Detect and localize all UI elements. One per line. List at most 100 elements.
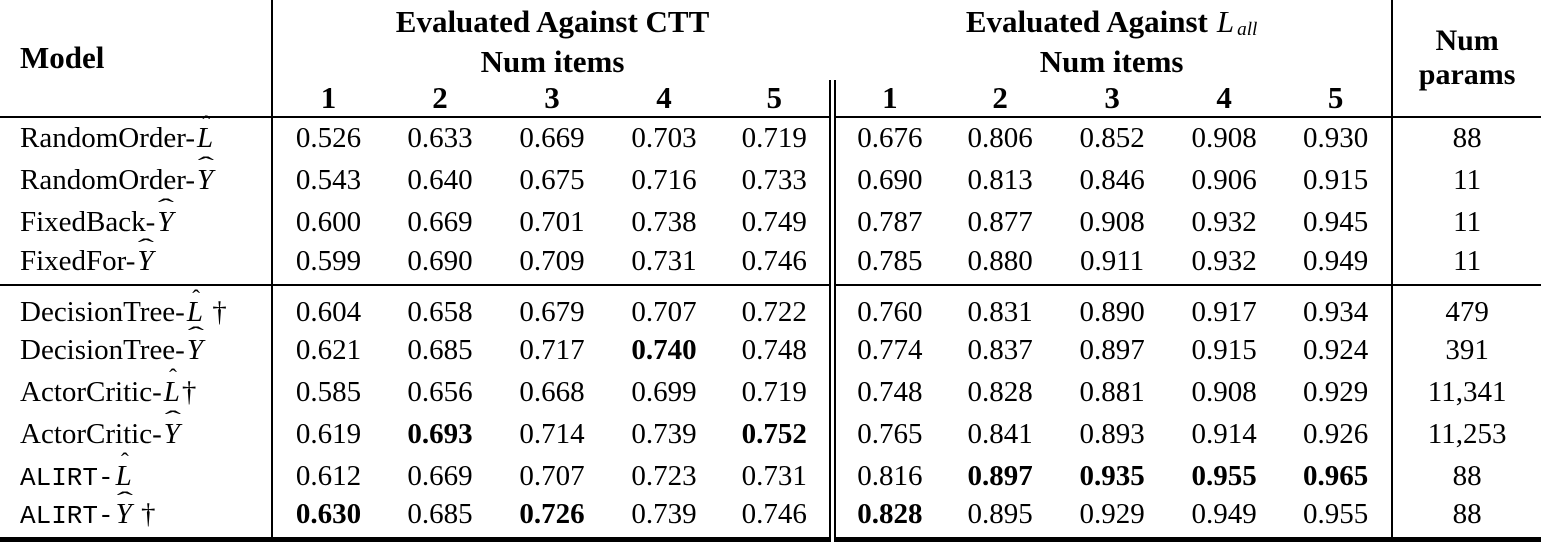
lall-score-cell: 0.880	[944, 243, 1057, 286]
ctt-score-cell: 0.703	[631, 122, 697, 154]
ctt-score-cell: 0.690	[384, 243, 496, 286]
ctt-score-cell: 0.619	[295, 417, 362, 450]
table-body: RandomOrder- ˆ L 0.526 0.633 0.669 0.703 0.719 0…	[0, 113, 1541, 542]
hat-icon: ˆ	[164, 407, 181, 434]
table-row: FixedFor- ˆ Y 0.599 0.690 0.709 0.731 0.746 0.78…	[0, 236, 1541, 286]
ctt-score-cell: 0.675	[519, 163, 585, 196]
model-name-prefix: FixedBack-	[20, 205, 156, 238]
hat-icon: ˆ	[192, 285, 201, 312]
col-header-ctt-5: 5	[720, 80, 836, 118]
lall-score-cell: 0.924	[1302, 333, 1369, 366]
ctt-score-cell: 0.714	[519, 417, 585, 450]
ctt-score-cell: 0.733	[720, 159, 836, 201]
ctt-score-cell: 0.726	[496, 497, 608, 542]
model-cell: FixedBack- ˆ Y	[0, 196, 273, 243]
ctt-score-cell: 0.668	[519, 375, 585, 408]
table-row: DecisionTree- ˆ Y 0.621 0.685 0.717 0.740 0.748…	[0, 323, 1541, 371]
lall-score-cell: 0.841	[967, 417, 1033, 450]
params-cell: 88	[1391, 497, 1541, 542]
dagger-icon: †	[204, 296, 227, 328]
lall-score-cell: 0.908	[1191, 375, 1257, 408]
lall-score-cell: 0.915	[1302, 163, 1369, 196]
ctt-score-cell: 0.731	[720, 455, 836, 497]
model-cell: RandomOrder- ˆ Y	[0, 154, 273, 201]
lall-score-cell: 0.917	[1191, 296, 1257, 328]
col-header-model: Model	[0, 0, 273, 118]
col-group-header-ctt: Evaluated Against CTT	[395, 4, 710, 39]
params-cell: 11,253	[1391, 413, 1541, 455]
ctt-score-cell: 0.719	[720, 371, 836, 413]
hat-icon: ˆ	[187, 323, 204, 350]
table-row: ActorCritic- ˆ L† 0.585 0.656 0.668 0.699 0.719…	[0, 365, 1541, 413]
lhat-letter: L	[1216, 4, 1235, 39]
col-header-ctt-1: 1	[272, 80, 384, 118]
col-header-lall-5: 5	[1280, 80, 1393, 118]
model-cell: RandomOrder- ˆ L	[0, 113, 273, 159]
lall-score-cell: 0.906	[1191, 163, 1257, 196]
num-params-line1: Num	[1435, 23, 1499, 57]
ctt-score-cell: 0.685	[384, 497, 496, 542]
model-cell: FixedFor- ˆ Y	[0, 236, 273, 286]
lall-score-cell: 0.914	[1191, 417, 1257, 450]
params-cell: 391	[1391, 329, 1541, 371]
lall-score-cell: 0.945	[1302, 205, 1369, 238]
table-row: DecisionTree- ˆ L † 0.604 0.658 0.679 0.707 0.7…	[0, 285, 1541, 329]
lall-score-cell: 0.813	[967, 163, 1033, 196]
model-name-prefix: RandomOrder-	[20, 163, 195, 196]
ctt-score-cell: 0.699	[631, 375, 697, 408]
model-cell: ActorCritic- ˆ Y	[0, 407, 273, 455]
model-cell: ALIRT- ˆ L	[0, 450, 273, 497]
ctt-score-cell: 0.746	[720, 243, 836, 286]
ctt-score-cell: 0.746	[720, 497, 836, 542]
ctt-score-cell: 0.669	[407, 459, 473, 492]
ctt-score-cell: 0.599	[272, 243, 384, 286]
ctt-score-cell: 0.723	[631, 459, 697, 492]
model-name-prefix: FixedFor-	[20, 245, 136, 277]
model-cell: DecisionTree- ˆ L †	[0, 285, 273, 329]
lall-score-cell: 0.787	[857, 205, 923, 238]
table-row: ALIRT- ˆ L 0.612 0.669 0.707 0.723 0.731 0.816 0.…	[0, 450, 1541, 497]
lall-score-cell: 0.932	[1191, 205, 1257, 238]
ctt-score-cell: 0.600	[295, 205, 362, 238]
lall-score-cell: 0.828	[832, 497, 945, 542]
lall-score-cell: 0.949	[1280, 243, 1393, 286]
lall-score-cell: 0.846	[1079, 163, 1145, 196]
model-name-prefix: RandomOrder-	[20, 122, 195, 154]
col-header-lall-4: 4	[1168, 80, 1281, 118]
ctt-score-cell: 0.722	[720, 285, 836, 329]
lall-score-cell: 0.897	[967, 459, 1033, 492]
ctt-score-cell: 0.543	[295, 163, 362, 196]
ctt-score-cell: 0.739	[631, 417, 697, 450]
lall-score-cell: 0.690	[857, 163, 923, 196]
lall-score-cell: 0.955	[1280, 497, 1393, 542]
params-cell: 479	[1391, 285, 1541, 329]
ctt-score-cell: 0.685	[407, 333, 473, 366]
ctt-score-cell: 0.526	[295, 122, 362, 154]
dagger-icon: †	[181, 375, 197, 408]
lall-score-cell: 0.852	[1079, 122, 1145, 154]
ctt-score-cell: 0.738	[631, 205, 697, 238]
ctt-score-cell: 0.633	[407, 122, 473, 154]
ctt-score-cell: 0.707	[631, 296, 697, 328]
lall-score-cell: 0.949	[1168, 497, 1281, 542]
hat-icon: ˆ	[138, 234, 155, 261]
model-name-prefix: DecisionTree-	[20, 333, 185, 366]
ctt-score-cell: 0.693	[407, 417, 473, 450]
model-cell: ActorCritic- ˆ L†	[0, 365, 273, 413]
lall-score-cell: 0.760	[857, 296, 923, 328]
table-row: RandomOrder- ˆ L 0.526 0.633 0.669 0.703 0.719 0…	[0, 113, 1541, 159]
ctt-score-cell: 0.716	[631, 163, 697, 196]
ctt-score-cell: 0.612	[295, 459, 362, 492]
lall-score-cell: 0.897	[1079, 333, 1145, 366]
lall-title-text: Evaluated Against	[965, 4, 1208, 39]
table-row: RandomOrder- ˆ Y 0.543 0.640 0.675 0.716 0.733 0…	[0, 154, 1541, 201]
ctt-score-cell: 0.717	[519, 333, 585, 366]
ctt-score-cell: 0.748	[720, 329, 836, 371]
